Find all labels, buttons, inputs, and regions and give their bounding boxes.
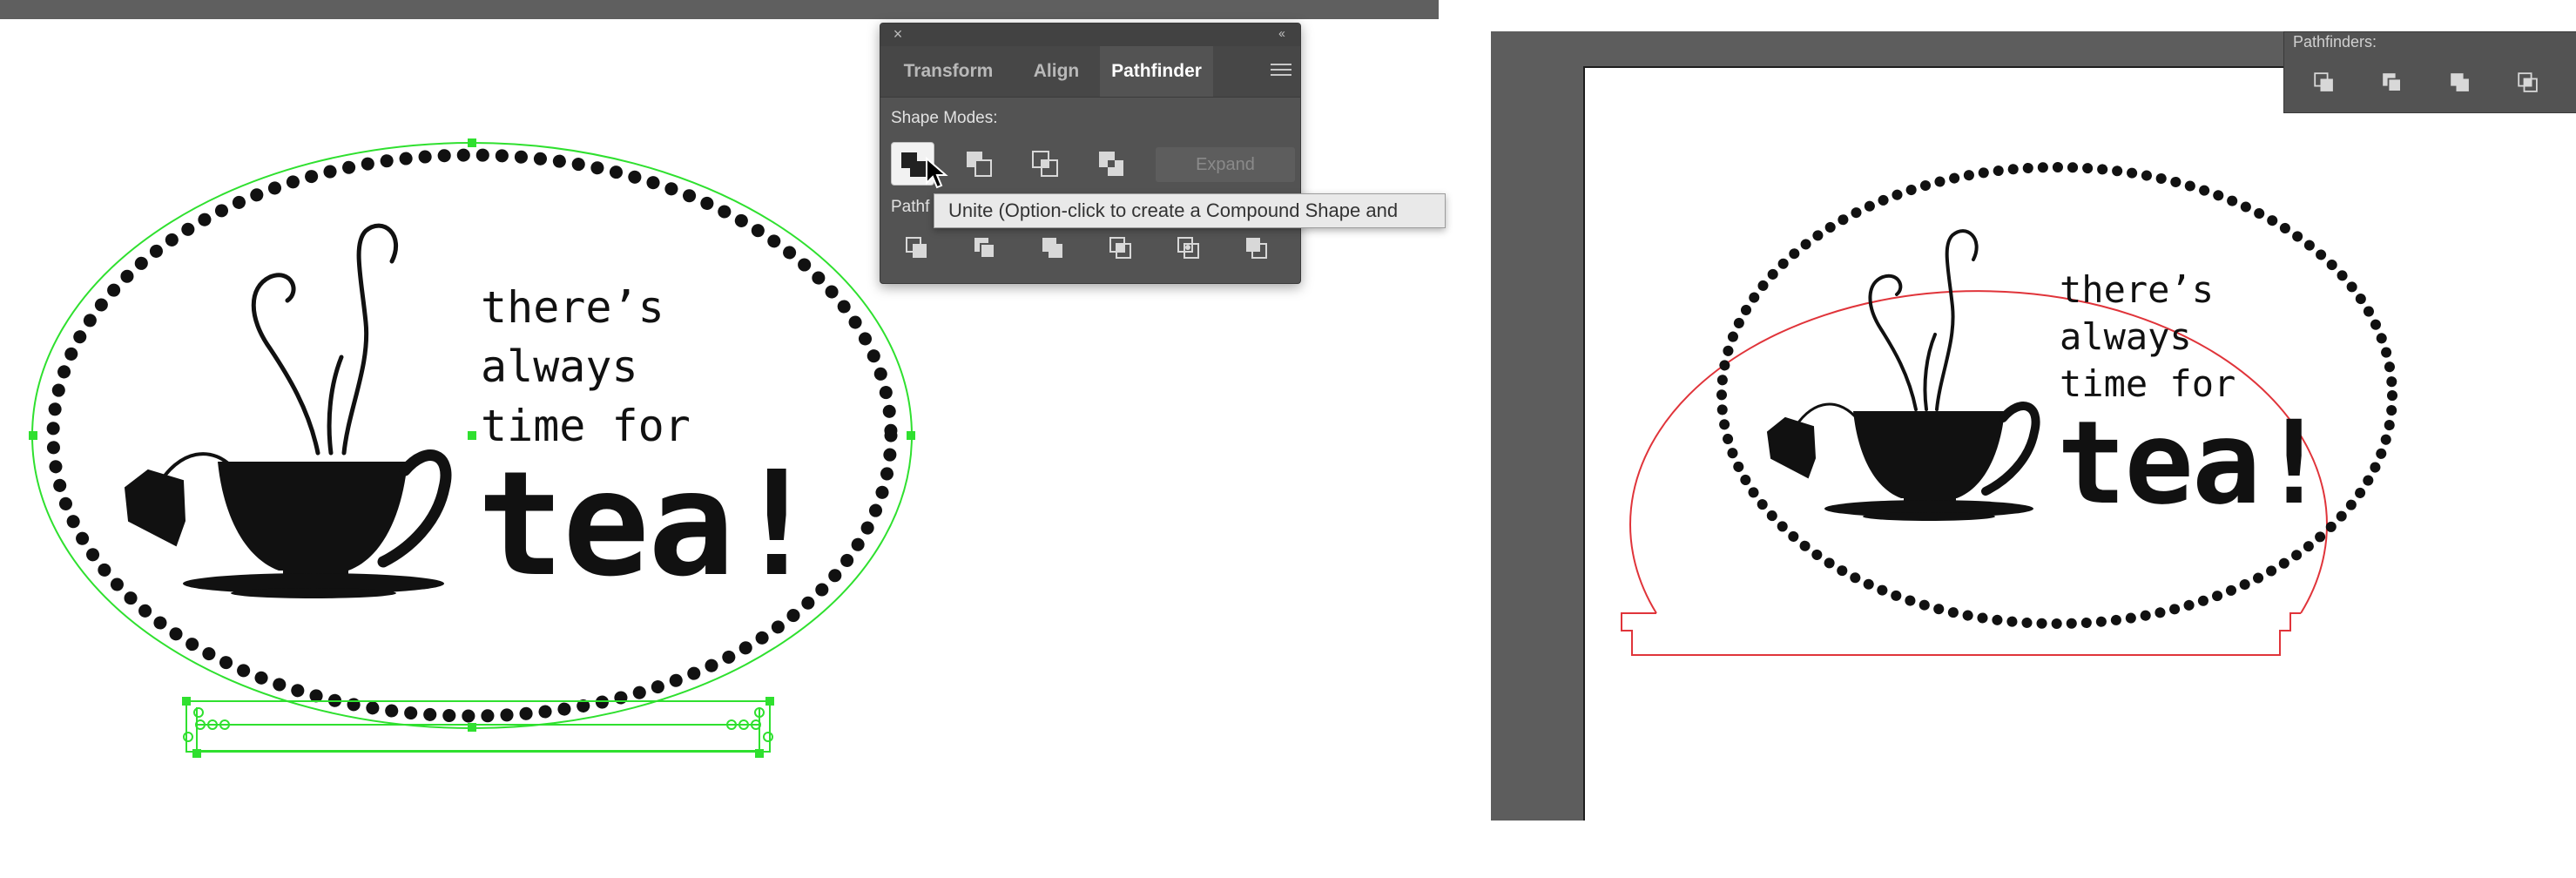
dotted-border-ellipse — [46, 148, 898, 723]
intersect-button[interactable] — [1023, 142, 1067, 186]
cut-line-outline — [1621, 290, 2328, 656]
minus-front-button[interactable] — [957, 142, 1001, 186]
tab-transform[interactable]: Transform — [903, 61, 994, 81]
intersect-icon — [1032, 151, 1058, 177]
right-art-text-line-2: always — [2060, 315, 2192, 358]
art-text-line-3: time for — [481, 401, 691, 451]
right-document-page — [1583, 66, 2576, 821]
art-text-line-1: there’s — [481, 282, 664, 333]
mouse-cursor-icon — [926, 157, 948, 189]
trim-icon — [974, 238, 995, 259]
outline-button[interactable] — [1171, 231, 1206, 266]
merge-icon — [1042, 238, 1062, 258]
base-tab-anchors — [182, 697, 774, 758]
exclude-icon — [1099, 152, 1123, 176]
pathfinders-mini-label: Pathfinders: — [2293, 33, 2377, 51]
left-artboard-artwork[interactable] — [0, 0, 1439, 878]
collapse-panel-icon[interactable]: ‹‹ — [1278, 26, 1285, 41]
tea-bag — [124, 452, 237, 547]
merge-button[interactable] — [1035, 231, 1070, 266]
right-tea-bag — [1766, 402, 1857, 479]
right-document-artwork[interactable] — [1491, 0, 2576, 878]
minus-front-icon — [967, 152, 992, 177]
right-art-text-tea: tea! — [2057, 396, 2329, 530]
right-steam-swirls — [1868, 229, 1979, 411]
tab-pathfinder[interactable]: Pathfinder — [1100, 46, 1213, 97]
outline-icon — [1177, 237, 1199, 259]
left-window-top-bar — [0, 0, 1439, 19]
merge-icon[interactable] — [2445, 67, 2476, 98]
pathfinders-mini-panel[interactable]: Pathfinders: — [2283, 31, 2576, 113]
exclude-button[interactable] — [1089, 142, 1133, 186]
trim-icon[interactable] — [2377, 67, 2408, 98]
right-tea-cup — [1824, 402, 2040, 521]
pathfinder-panel[interactable]: × ‹‹ Transform Align Pathfinder Shape Mo… — [880, 23, 1301, 284]
selected-base-tab — [183, 700, 773, 753]
shape-modes-label: Shape Modes: — [891, 109, 998, 127]
anchor-left — [29, 431, 37, 440]
minus-back-button[interactable] — [1239, 231, 1274, 266]
divide-icon[interactable] — [2309, 67, 2340, 98]
minus-back-icon — [1246, 238, 1267, 259]
trim-button[interactable] — [968, 231, 1002, 266]
panel-tab-bar: Transform Align Pathfinder — [880, 46, 1300, 98]
steam-swirls — [251, 223, 399, 456]
art-text-tea: tea! — [477, 441, 820, 609]
crop-icon[interactable] — [2512, 67, 2544, 98]
unite-icon — [901, 152, 926, 177]
right-dotted-border — [1716, 162, 2397, 629]
unite-tooltip: Unite (Option-click to create a Compound… — [934, 193, 1446, 228]
divide-button[interactable] — [900, 231, 934, 266]
panel-menu-icon[interactable] — [1271, 60, 1291, 81]
crop-icon — [1109, 237, 1131, 259]
anchor-right — [907, 431, 915, 440]
right-art-text-line-1: there’s — [2060, 268, 2215, 311]
tab-align[interactable]: Align — [1033, 61, 1080, 81]
right-art-text-line-3: time for — [2060, 362, 2236, 405]
divide-icon — [906, 237, 927, 258]
tea-cup — [183, 449, 452, 598]
crop-button[interactable] — [1103, 231, 1138, 266]
art-text-line-2: always — [481, 341, 638, 392]
anchor-center — [468, 431, 476, 440]
anchor-top — [468, 138, 476, 147]
pathfinders-label: Pathf — [891, 198, 930, 216]
close-icon[interactable]: × — [893, 25, 903, 43]
expand-button[interactable]: Expand — [1156, 147, 1295, 182]
panel-title-bar[interactable] — [880, 24, 1300, 46]
